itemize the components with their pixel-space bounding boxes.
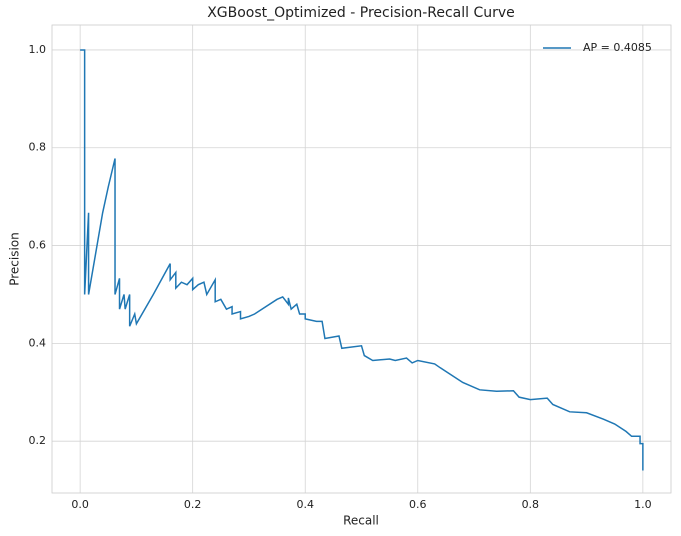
y-tick-label: 0.8 [29,141,47,154]
x-tick-label: 0.8 [522,498,540,511]
y-tick-label: 0.4 [29,336,47,349]
x-tick-label: 0.6 [409,498,427,511]
x-tick-label: 0.2 [184,498,202,511]
plot-frame [51,24,672,494]
x-tick-label: 0.0 [71,498,89,511]
y-tick-label: 0.2 [29,434,47,447]
x-tick-label: 0.4 [296,498,314,511]
y-tick-label: 0.6 [29,239,47,252]
pr-curve [80,49,644,471]
x-tick-label: 1.0 [634,498,652,511]
chart-title: XGBoost_Optimized - Precision-Recall Cur… [207,5,515,21]
x-axis-label: Recall [343,514,379,528]
y-axis-label: Precision [8,232,22,286]
y-tick-label: 1.0 [29,43,47,56]
legend-label: AP = 0.4085 [583,41,652,54]
